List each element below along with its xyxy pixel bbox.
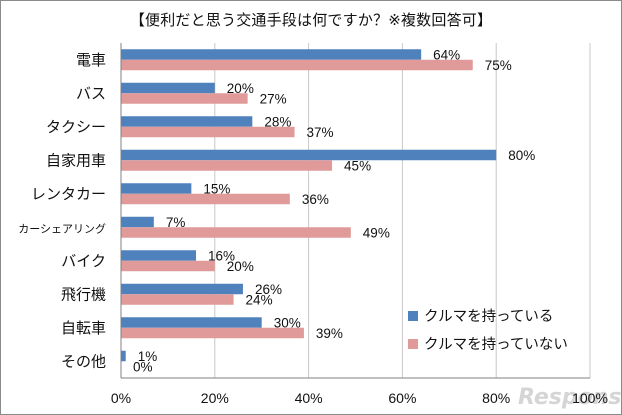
bar	[121, 126, 295, 138]
legend-label: クルマを持っている	[424, 308, 553, 325]
category-label: 自転車	[61, 319, 106, 337]
legend-swatch	[408, 339, 418, 349]
data-label: 36%	[302, 192, 329, 207]
watermark-logo: Response.	[518, 385, 622, 410]
category-label: バイク	[61, 252, 106, 270]
category-label: その他	[61, 352, 106, 370]
category-label: 自家用車	[46, 151, 106, 169]
data-label: 30%	[274, 315, 301, 330]
data-label: 64%	[433, 47, 460, 62]
bar	[121, 294, 234, 305]
x-tick-label: 40%	[295, 390, 323, 406]
bar	[121, 82, 215, 94]
category-label: レンタカー	[31, 185, 106, 203]
bar	[121, 327, 304, 339]
x-tick-label: 60%	[388, 390, 416, 406]
data-label: 1%	[138, 349, 158, 364]
bar	[121, 59, 473, 71]
data-label: 37%	[307, 125, 334, 140]
category-label: バス	[76, 84, 106, 102]
data-label: 0%	[133, 359, 153, 374]
data-label: 75%	[485, 58, 512, 73]
bar	[121, 49, 422, 60]
bar	[121, 227, 351, 238]
x-tick-label: 20%	[201, 390, 229, 406]
x-tick-label: 100%	[572, 390, 608, 406]
legend-swatch	[408, 311, 418, 321]
x-tick-label: 0%	[111, 390, 131, 406]
bar	[121, 283, 243, 295]
data-label: 24%	[246, 292, 273, 307]
category-label: カーシェアリング	[18, 221, 106, 235]
bar	[121, 260, 215, 272]
legend-label: クルマを持っていない	[424, 336, 568, 353]
data-label: 16%	[208, 248, 235, 263]
bar	[121, 149, 497, 161]
bar	[121, 160, 333, 171]
category-label: タクシー	[46, 118, 106, 136]
data-label: 20%	[227, 259, 254, 274]
bar	[121, 250, 197, 261]
data-label: 27%	[260, 91, 287, 106]
data-label: 39%	[316, 326, 343, 341]
data-label: 26%	[255, 282, 282, 297]
bar	[121, 116, 253, 127]
data-label: 49%	[363, 225, 390, 240]
x-tick-label: 80%	[482, 390, 510, 406]
data-label: 15%	[203, 181, 230, 196]
data-label: 45%	[344, 158, 371, 173]
bar	[121, 193, 290, 205]
data-label: 7%	[166, 215, 186, 230]
data-label: 20%	[227, 81, 254, 96]
category-label: 飛行機	[61, 285, 106, 303]
bar	[121, 216, 154, 228]
bar	[121, 93, 248, 104]
category-label: 電車	[76, 51, 106, 69]
bar	[121, 183, 192, 194]
chart-title: 【便利だと思う交通手段は何ですか？※複数回答可】	[129, 11, 493, 29]
bar	[121, 350, 126, 362]
data-label: 28%	[264, 114, 291, 129]
data-label: 80%	[508, 148, 535, 163]
bar	[121, 317, 262, 328]
